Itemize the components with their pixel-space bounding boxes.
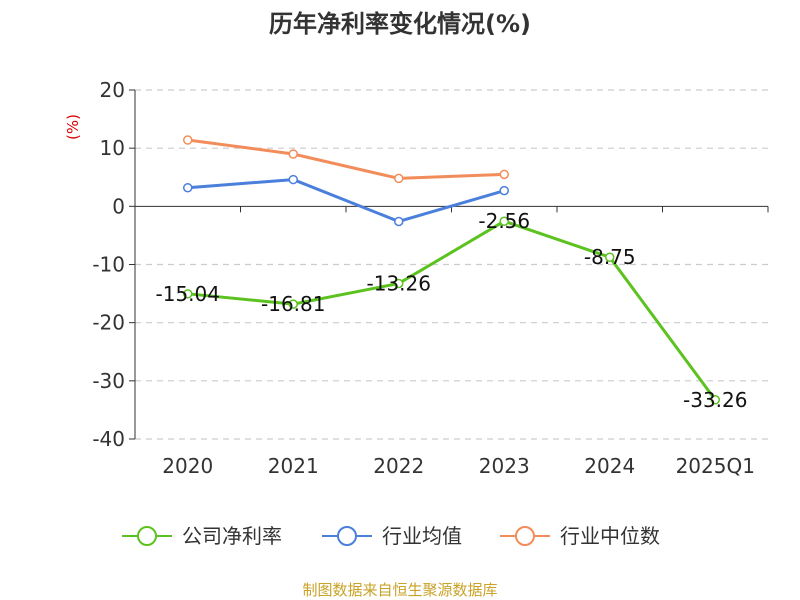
series-line-0: [187, 219, 717, 401]
data-point: [499, 216, 509, 226]
chart-title: 历年净利率变化情况(%): [269, 10, 531, 38]
x-tick-label: 2022: [373, 454, 424, 478]
legend-swatch-marker: [515, 526, 535, 546]
data-point: [710, 395, 720, 405]
data-point: [183, 289, 193, 299]
y-tick-label: 10: [100, 136, 125, 160]
data-point: [605, 252, 615, 262]
series-line-1: [187, 178, 505, 223]
source-note: 制图数据来自恒生聚源数据库: [302, 581, 497, 599]
data-label: -33.26: [683, 388, 747, 412]
y-tick-label: -40: [92, 427, 125, 451]
data-label: -8.75: [584, 245, 636, 269]
legend-label: 行业均值: [382, 524, 462, 548]
data-labels: -15.04 -16.81 -13.26 -2.56 -8.75 -33.26: [156, 209, 748, 412]
y-tick-label: -10: [92, 253, 125, 277]
legend-label: 公司净利率: [182, 524, 282, 548]
legend-swatch-marker: [337, 526, 357, 546]
data-point: [288, 174, 298, 185]
data-label: -2.56: [478, 209, 530, 233]
legend-item: 行业中位数: [500, 524, 660, 548]
data-point: [183, 135, 193, 145]
data-label: -16.81: [261, 292, 325, 316]
legend-item: 公司净利率: [122, 524, 282, 548]
x-tick-label: 2024: [584, 454, 635, 478]
data-point: [394, 216, 404, 227]
legend-label: 行业中位数: [560, 524, 660, 548]
y-tick-label: -20: [92, 311, 125, 335]
data-point: [394, 173, 404, 184]
x-tick-label: 2025Q1: [676, 454, 755, 478]
y-tick-label: -30: [92, 369, 125, 393]
grid-lines: [135, 89, 768, 440]
legend-item: 行业均值: [322, 524, 462, 548]
x-tick-label: 2023: [479, 454, 530, 478]
y-axis-unit: (%): [64, 114, 82, 140]
series-lines: [183, 135, 720, 405]
data-point: [288, 149, 298, 159]
data-point: [394, 278, 404, 289]
axes: 20 10 0 -10 -20 -30 -40 2020 2021 2022 2023 2024 202…: [92, 78, 769, 478]
data-point: [499, 185, 509, 196]
x-tick-label: 2021: [268, 454, 319, 478]
y-tick-label: 0: [112, 194, 125, 218]
data-label: -13.26: [367, 271, 431, 295]
legend-swatch-marker: [137, 526, 157, 546]
y-tick-label: 20: [100, 78, 125, 102]
x-tick-label: 2020: [162, 454, 213, 478]
data-point: [288, 299, 298, 309]
series-line-2: [187, 138, 505, 180]
data-label: -15.04: [156, 282, 220, 306]
legend: 公司净利率 行业均值 行业中位数: [122, 524, 660, 548]
data-point: [499, 169, 509, 180]
data-point: [183, 182, 193, 193]
